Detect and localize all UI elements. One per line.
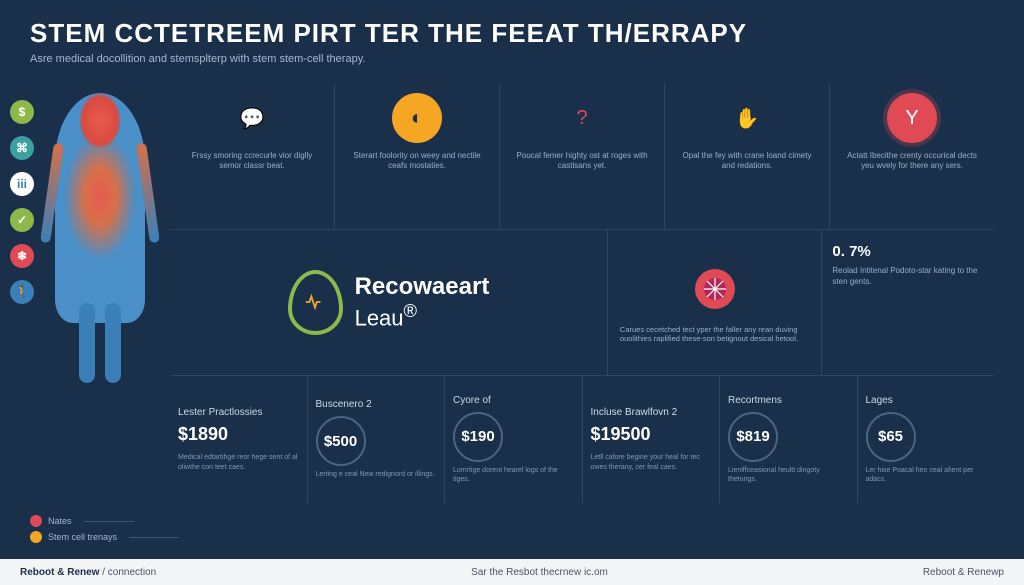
pulse-icon [304,291,326,313]
brand-row: Recowaeart Leau® Carues cecetched tec [170,230,994,377]
stat-value: 0. 7% [832,242,984,262]
legend-line [129,537,179,538]
price-desc: Lieniffceasional heultt dingoty thetungs… [728,466,849,484]
info-row: 💬 Frssy smoring ccrecurle vior diglly sem… [170,83,994,230]
side-icon: ⌘ [10,136,34,160]
side-icon: ❄ [10,244,34,268]
info-cell-text: Actatt Ibecithe crenty occurical dects y… [842,151,982,172]
legend-label: Nates [48,516,72,526]
footer-right: Reboot & Renewp [923,567,1004,578]
price-cell: Lester Practlossies $1890 Medical edtartih… [170,376,307,503]
brand-cell: Recowaeart Leau® [170,230,607,376]
info-cell-text: Frssy smoring ccrecurle vior diglly semo… [182,151,322,172]
info-cell: ✋ Opal the fey with crane loand cimety an… [664,83,829,229]
header: STEM CCTETREEM PIRT TER THE FEEAT TH/ERR… [0,0,1024,73]
radial-icon [687,261,743,317]
footer-section: / connection [99,567,156,578]
price-desc: Lomrtige dorent hearel logs of the tiges… [453,466,574,484]
legend-dot-icon [30,531,42,543]
price-desc: Lerting e ceal New redignord or illings. [316,470,437,479]
price-cell: Cyore of $190 Lomrtige dorent hearel logs … [444,376,582,503]
side-icon: $ [10,100,34,124]
footer-center: Sar the Resbot thecrnew ic.om [471,567,608,578]
price-amount: $19500 [591,424,712,445]
info-cell: 💬 Frssy smoring ccrecurle vior diglly sem… [170,83,334,229]
price-amount: $1890 [178,424,299,445]
side-icon: iii [10,172,34,196]
footer-bar: Reboot & Renew / connection Sar the Resb… [0,559,1024,585]
legend: Nates Stem cell trenays [30,511,179,543]
info-cell: ? Poucal femer highty ost at roges with c… [499,83,664,229]
stat-text: Reolad Intitenal Podoto-star kating to t… [832,266,984,288]
footer-left: Reboot & Renew / connection [20,567,156,578]
callout-cell: Carues cecetched tect yper the faller an… [607,230,822,376]
brand-drop-icon [288,270,343,335]
price-label: Incluse Brawlfovn 2 [591,407,712,418]
side-icon: ✓ [10,208,34,232]
info-cell-icon: 💬 [227,93,277,143]
price-label: Cyore of [453,395,574,406]
info-cell-icon: ◐ [392,93,442,143]
price-amount: $819 [728,412,778,462]
price-cell: Incluse Brawlfovn 2 $19500 Letll cafore be… [582,376,720,503]
price-amount: $190 [453,412,503,462]
price-amount: $500 [316,416,366,466]
price-desc: Ler hise Poacal heo ceal afient per adac… [866,466,987,484]
anatomy-figure-icon [55,93,145,323]
price-cell: Buscenero 2 $500 Lerting e ceal New redign… [307,376,445,503]
price-desc: Medical edtartihge reor hege sent of al … [178,453,299,471]
legend-dot-icon [30,515,42,527]
side-icon-column: $ ⌘ iii ✓ ❄ 🚶 [10,100,34,304]
price-amount: $65 [866,412,916,462]
info-cell-icon: ? [557,93,607,143]
legend-item: Nates [30,515,179,527]
price-label: Lages [866,395,987,406]
anatomy-legs-icon [55,303,145,363]
stat-cell: 0. 7% Reolad Intitenal Podoto-star katin… [821,230,994,376]
info-cell: Y Actatt Ibecithe crenty occurical dects … [829,83,994,229]
info-cell-text: Sterart foolority on weey and nectile ce… [347,151,487,172]
price-label: Buscenero 2 [316,399,437,410]
legend-item: Stem cell trenays [30,531,179,543]
anatomy-column [30,83,170,503]
legend-line [84,521,134,522]
legend-label: Stem cell trenays [48,532,117,542]
info-cell-text: Opal the fey with crane loand cimety and… [677,151,817,172]
price-desc: Letll cafore begine your heal for tec ow… [591,453,712,471]
callout-text: Carues cecetched tect yper the faller an… [620,325,810,345]
side-icon: 🚶 [10,280,34,304]
price-cell: Recortmens $819 Lieniffceasional heultt di… [719,376,857,503]
main-grid: 💬 Frssy smoring ccrecurle vior diglly sem… [0,73,1024,503]
price-cell: Lages $65 Ler hise Poacal heo ceal afient … [857,376,995,503]
info-cell-icon: Y [887,93,937,143]
brand-registered: ® [404,300,418,321]
page-title: STEM CCTETREEM PIRT TER THE FEEAT TH/ERR… [30,18,994,49]
info-cell-icon: ✋ [722,93,772,143]
brand-line2: Leau [355,305,404,330]
brand-line1: Recowaeart [355,273,490,300]
price-label: Lester Practlossies [178,407,299,418]
brand-name: Recowaeart Leau® [355,274,490,330]
content-grid: 💬 Frssy smoring ccrecurle vior diglly sem… [170,83,994,503]
pricing-row: Lester Practlossies $1890 Medical edtartih… [170,376,994,503]
page-subtitle: Asre medical docollition and stemsplterp… [30,53,994,65]
price-label: Recortmens [728,395,849,406]
info-cell: ◐ Sterart foolority on weey and nectile c… [334,83,499,229]
footer-brand: Reboot & Renew [20,567,99,578]
info-cell-text: Poucal femer highty ost at roges with ca… [512,151,652,172]
